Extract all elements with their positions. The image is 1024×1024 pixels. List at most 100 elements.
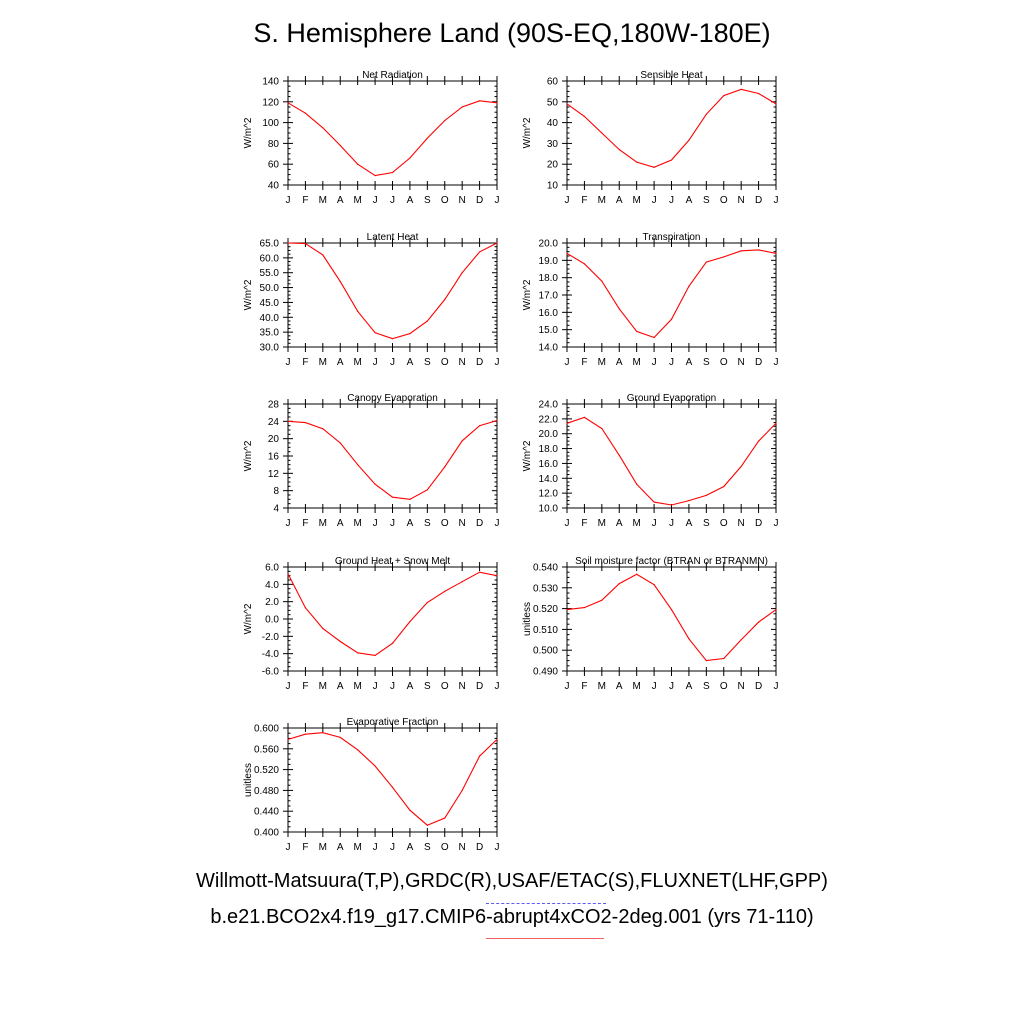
data-point [670,504,673,506]
data-point [444,119,446,122]
x-tick-label: O [441,357,449,368]
y-tick-label: 28 [268,400,280,411]
y-tick-label: 15.0 [539,325,559,336]
data-point [670,609,673,611]
x-tick-label: J [669,681,674,692]
x-tick-label: J [373,842,378,853]
x-tick-label: J [286,518,291,529]
chart-title: Evaporative Fraction [347,717,439,728]
x-tick-label: N [738,357,745,368]
x-tick-label: J [373,518,378,529]
chart-title: Net Radiation [362,70,423,81]
x-tick-label: O [441,681,449,692]
x-tick-label: D [476,842,483,853]
y-tick-label: 24.0 [539,400,559,411]
y-tick-label: 80 [268,139,280,150]
y-tick-label: 4 [273,504,279,515]
chart-panel: Evaporative Fraction 0.400 0.440 0.480 0.520… [243,717,500,853]
data-point [339,144,341,147]
data-point [740,465,742,467]
data-point [409,157,411,159]
data-point [583,115,586,117]
y-tick-label: 20.0 [539,429,559,440]
figure-title: S. Hemisphere Land (90S-EQ,180W-180E) [253,18,771,48]
x-tick-label: J [565,681,570,692]
y-tick-label: 0.400 [254,828,279,839]
plot-frame [287,727,498,833]
x-tick-label: S [703,518,710,529]
data-point [496,738,498,741]
chart-panel: Transpiration 14.0 15.0 16.0 17.0 18.0 19.0 20.… [522,232,779,368]
x-tick-label: J [669,195,674,206]
data-point [723,94,725,97]
plot-frame [566,403,777,509]
data-point [444,817,446,819]
y-tick-label: 6.0 [265,563,279,574]
x-tick-label: A [407,842,414,853]
data-point [688,638,690,640]
x-tick-label: M [598,681,606,692]
series-line [287,242,498,340]
plot-frame [287,403,498,509]
y-tick-label: 16 [268,452,280,463]
y-tick-label: 30 [547,139,559,150]
data-point [374,332,376,334]
y-tick-label: 140 [262,77,279,88]
plot-frame [287,242,498,348]
y-axis-label: unitless [522,602,533,636]
y-tick-label: 20 [268,434,280,445]
y-axis-label: W/m^2 [522,279,533,310]
chart-panel: Soil moisture factor (BTRAN or BTRANMN) 0… [522,556,779,692]
x-tick-label: S [424,195,431,206]
y-tick-label: 55.0 [260,268,280,279]
x-tick-label: S [424,681,431,692]
data-point [391,786,394,788]
data-point [705,113,707,115]
x-tick-label: A [337,518,344,529]
x-tick-label: A [337,357,344,368]
x-tick-label: M [353,195,361,206]
x-tick-label: J [390,842,395,853]
y-tick-label: 30.0 [260,343,280,354]
data-point [496,419,498,422]
x-tick-label: J [390,518,395,529]
data-point [740,250,742,252]
x-tick-label: J [286,357,291,368]
data-point [444,298,446,301]
plot-frame [566,80,777,186]
x-tick-label: F [302,195,308,206]
data-point [670,159,673,161]
x-tick-label: J [669,357,674,368]
x-tick-label: D [755,357,762,368]
data-point [601,427,603,430]
y-tick-label: 14.0 [539,343,559,354]
x-tick-label: A [616,357,623,368]
y-tick-label: 40 [547,118,559,129]
data-point [426,601,428,604]
x-tick-label: M [353,681,361,692]
data-point [287,242,289,244]
data-point [322,254,324,256]
chart-panel: Latent Heat 30.0 35.0 40.0 45.0 50.0 55.0 60.0 6… [243,232,500,368]
x-tick-label: D [476,357,483,368]
x-tick-label: A [337,681,344,692]
x-tick-label: F [302,518,308,529]
y-axis-label: W/m^2 [243,117,254,148]
x-tick-label: N [459,842,466,853]
chart-title: Canopy Evaporation [347,393,438,404]
data-point [426,824,428,826]
data-point [636,330,638,332]
x-tick-label: M [632,518,640,529]
model-run-label: b.e21.BCO2x4.f19_g17.CMIP6-abrupt4xCO2-2… [210,906,814,928]
x-tick-label: O [441,518,449,529]
data-point [357,310,359,312]
data-point [357,163,359,165]
data-point [757,621,760,623]
x-tick-label: M [353,357,361,368]
data-point [304,112,307,114]
data-point [775,103,777,105]
y-tick-label: 0.0 [265,615,279,626]
